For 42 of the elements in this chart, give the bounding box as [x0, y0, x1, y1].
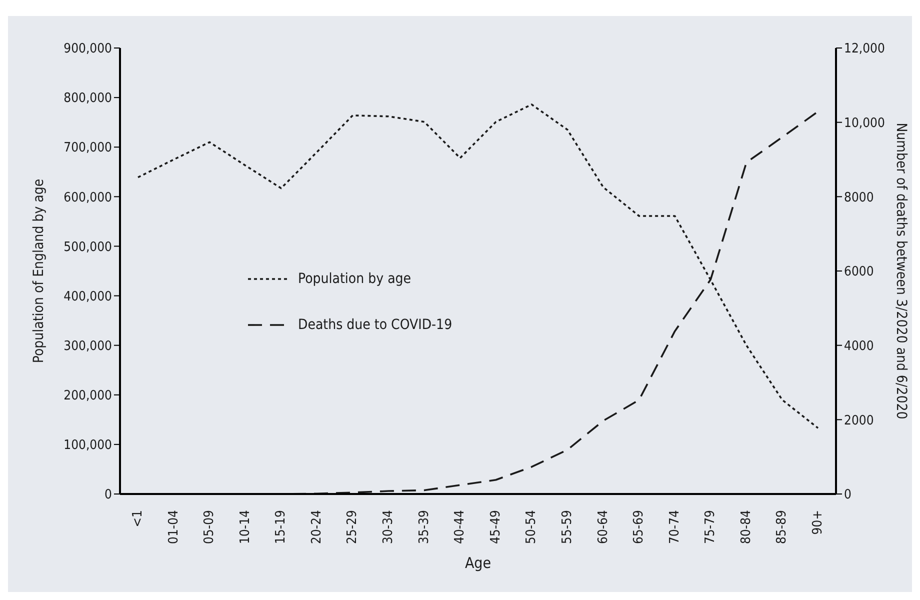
x-tick-label: 30-34 — [381, 510, 396, 544]
y-tick-label: 900,000 — [64, 42, 112, 57]
x-tick-label: 85-89 — [774, 510, 790, 544]
y-tick-label: 500,000 — [64, 240, 112, 255]
y2-tick-label: 12,000 — [844, 42, 885, 57]
x-tick-label: 65-69 — [632, 510, 647, 544]
y2-tick-label: 2000 — [844, 413, 874, 428]
y2-tick-label: 10,000 — [844, 116, 885, 131]
x-tick-label: 15-19 — [274, 510, 289, 544]
x-tick-label: 55-59 — [560, 510, 575, 544]
x-tick-label: 05-09 — [202, 510, 218, 544]
y2-tick-label: 6000 — [844, 264, 874, 280]
y2-tick-label: 0 — [844, 488, 852, 503]
x-tick-label: 20-24 — [309, 510, 324, 544]
x-tick-label: 90+ — [810, 510, 826, 535]
x-tick-label: 80-84 — [738, 510, 754, 544]
x-tick-label: 70-74 — [667, 510, 682, 544]
x-tick-label: 60-64 — [596, 510, 611, 544]
x-tick-label: 40-44 — [452, 510, 468, 544]
y-tick-label: 600,000 — [64, 190, 112, 206]
x-tick-label: 45-49 — [488, 510, 504, 544]
x-tick-label: 35-39 — [416, 510, 432, 544]
x-tick-label: 01-04 — [166, 510, 182, 544]
y-tick-label: 100,000 — [64, 438, 112, 454]
legend-label: Population by age — [298, 271, 412, 287]
x-tick-label: 10-14 — [238, 510, 253, 544]
y-tick-label: 200,000 — [64, 388, 112, 404]
y2-tick-label: 8000 — [844, 190, 874, 206]
y2-tick-label: 4000 — [844, 338, 874, 354]
y-tick-label: 400,000 — [64, 289, 112, 304]
x-axis-title: Age — [464, 554, 492, 572]
y-tick-label: 700,000 — [64, 140, 112, 156]
x-tick-label: 50-54 — [524, 510, 540, 544]
y2-axis-title: Number of deaths between 3/2020 and 6/2020 — [893, 122, 910, 420]
y-tick-label: 300,000 — [64, 338, 112, 354]
y-axis-title: Population of England by age — [30, 178, 47, 364]
y-tick-label: 800,000 — [64, 91, 112, 106]
x-tick-label: <1 — [130, 510, 146, 528]
x-tick-label: 75-79 — [703, 510, 718, 544]
x-tick-label: 25-29 — [345, 510, 360, 544]
y-tick-label: 0 — [104, 488, 112, 503]
legend-label: Deaths due to COVID-19 — [298, 317, 452, 333]
